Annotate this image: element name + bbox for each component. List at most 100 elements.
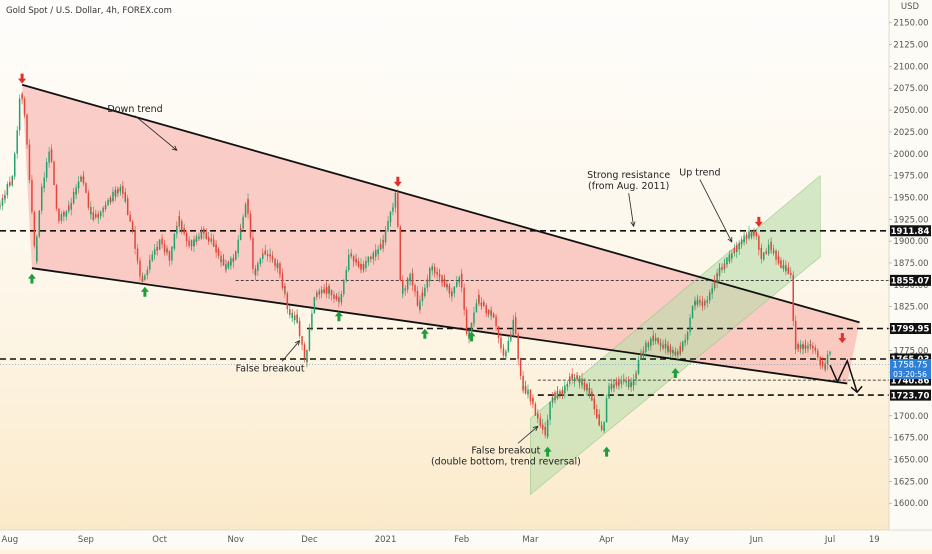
candle-body [578, 378, 581, 383]
candle-body [677, 351, 679, 355]
candle-body [139, 260, 141, 267]
candle-body [669, 349, 672, 353]
candle-body [301, 344, 303, 345]
candle-body [0, 205, 1, 207]
candle-body [802, 344, 804, 348]
candle-body [593, 398, 596, 403]
candle-body [220, 260, 222, 262]
candle-body [166, 248, 168, 251]
candle-body [534, 410, 537, 416]
candle-body [419, 301, 421, 305]
arrow-up-icon [27, 273, 36, 284]
annotation-arrow [517, 425, 539, 444]
candle-body [357, 261, 360, 266]
annotation-arrowhead [532, 425, 539, 432]
candle-body [630, 381, 632, 387]
candle-body [203, 230, 205, 233]
candle-body [350, 254, 352, 257]
candle-body [75, 187, 77, 194]
candle-body [738, 243, 740, 250]
candle-body [158, 239, 161, 243]
candle-body [414, 287, 416, 291]
candle-body [765, 252, 767, 254]
projection-path [829, 358, 858, 393]
candle-body [458, 277, 460, 279]
candle-body [689, 317, 691, 320]
price-level-badge [890, 274, 931, 286]
candle-body [659, 344, 662, 346]
candle-body [441, 275, 443, 282]
candle-body [144, 275, 146, 277]
candle-body [433, 267, 436, 274]
candle-body [792, 298, 794, 321]
candle-body [43, 177, 45, 182]
candle-body [178, 219, 181, 221]
candle-body [53, 161, 55, 172]
candle-body [117, 189, 119, 192]
candle-body [755, 234, 758, 236]
candle-body [370, 258, 372, 259]
candle-body [441, 281, 443, 282]
candle-body [662, 345, 664, 349]
candle-body [623, 379, 625, 382]
candle-body [519, 365, 522, 368]
candle-body [360, 264, 362, 270]
candle-body [296, 320, 298, 323]
candle-body [544, 427, 546, 436]
candle-body [323, 289, 325, 294]
candle-body [780, 260, 782, 263]
candle-body [681, 341, 684, 348]
candle-body [173, 240, 176, 249]
arrow-down-icon [18, 73, 27, 84]
candle-body [684, 339, 686, 341]
candle-body [335, 295, 338, 300]
candle-body [301, 337, 303, 345]
candle-body [510, 334, 512, 336]
candle-body [33, 237, 36, 247]
candle-body [821, 361, 824, 367]
arrow-up-icon [467, 331, 476, 342]
annotation-text-line2: (from Aug. 2011) [588, 181, 669, 192]
candle-body [566, 383, 569, 387]
candle-body [284, 293, 286, 294]
candle-body [620, 381, 623, 384]
candle-body [210, 238, 212, 240]
candle-body [635, 373, 637, 375]
candle-body [465, 321, 468, 334]
candle-body [559, 393, 561, 395]
candle-body [532, 402, 534, 405]
candle-body [441, 281, 443, 283]
candle-body [183, 230, 185, 234]
y-tick-label: 1900.00 [893, 237, 928, 247]
candle-body [640, 354, 642, 357]
candle-body [767, 244, 770, 250]
y-tick-label: 1675.00 [893, 434, 928, 444]
candle-body [55, 196, 58, 206]
candle-body [453, 286, 456, 291]
candle-body [38, 218, 41, 227]
candle-body [362, 264, 365, 269]
candle-body [347, 254, 350, 263]
candle-body [146, 269, 149, 272]
candle-body [500, 344, 502, 349]
candle-body [819, 358, 821, 366]
candle-body [367, 256, 370, 262]
candle-body [247, 207, 249, 214]
x-tick-label: Jul [824, 535, 835, 545]
candle-body [313, 306, 316, 314]
candle-body [80, 176, 82, 180]
candle-body [330, 293, 333, 296]
candle-body [379, 244, 382, 249]
candle-body [355, 258, 357, 263]
candle-body [119, 187, 122, 190]
candle-body [613, 384, 615, 388]
candle-body [596, 409, 598, 413]
candle-body [26, 119, 28, 128]
candle-body [726, 257, 728, 264]
y-tick-label: 1775.00 [893, 346, 928, 356]
price-level-badge [890, 323, 931, 335]
candle-body [291, 315, 293, 317]
time-axis-panel [0, 530, 932, 550]
candle-body [126, 198, 129, 208]
